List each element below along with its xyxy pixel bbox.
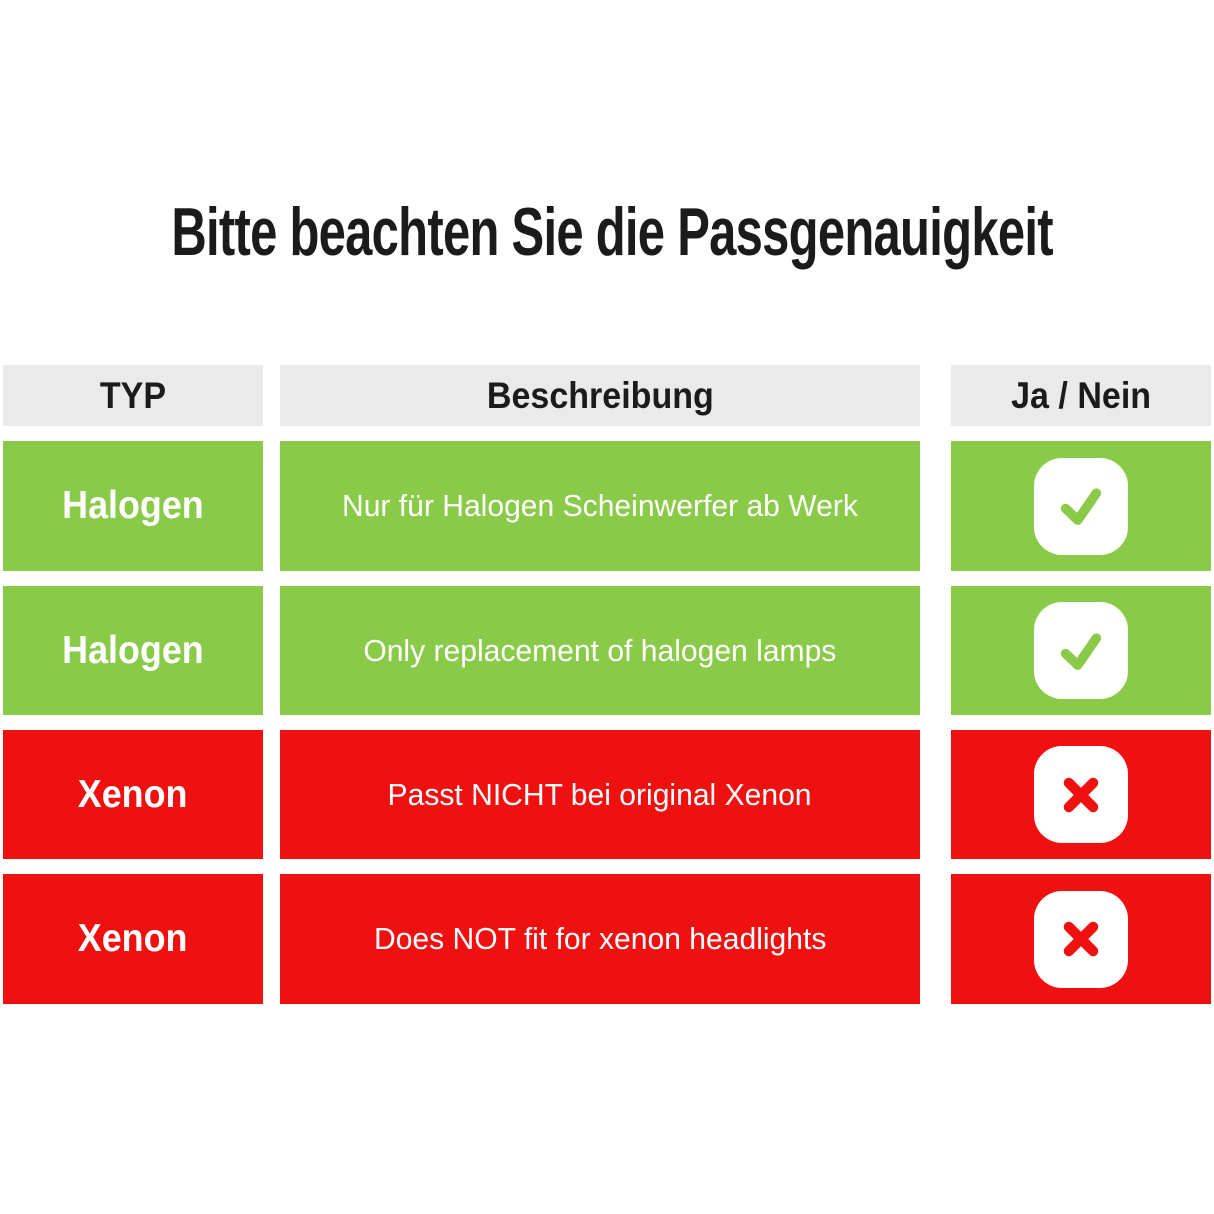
type-label: Xenon [78,772,188,816]
table-row-4-description-cell: Does NOT fit for xenon headlights [280,874,920,1004]
column-header-typ: TYP [3,365,263,426]
table-row-2-type-cell: Halogen [3,586,263,715]
table-row-4-type-cell: Xenon [3,874,263,1004]
table-row-2-status-cell [951,586,1211,715]
page-title-text: Bitte beachten Sie die Passgenauigkeit [171,194,1053,270]
cross-icon [1034,890,1128,988]
table-row-1-type-cell: Halogen [3,441,263,571]
table-row-3-type-cell: Xenon [3,730,263,859]
column-header-ja-nein: Ja / Nein [951,365,1211,426]
description-text: Does NOT fit for xenon headlights [373,921,827,956]
type-label: Halogen [62,628,204,672]
type-label: Xenon [78,917,188,960]
table-row-3-description-cell: Passt NICHT bei original Xenon [280,730,920,859]
description-text: Passt NICHT bei original Xenon [388,776,812,812]
description-text: Only replacement of halogen lamps [363,632,837,668]
column-header-ja-nein-label: Ja / Nein [1010,374,1152,416]
check-icon [1034,602,1128,699]
column-header-beschreibung-label: Beschreibung [486,374,714,416]
table-row-3-status-cell [951,730,1211,859]
table-row-2-description-cell: Only replacement of halogen lamps [280,586,920,715]
check-icon [1034,457,1128,555]
page-title: Bitte beachten Sie die Passgenauigkeit [0,198,1214,266]
compatibility-table: TYP Beschreibung Ja / Nein Halogen Nur f… [3,365,1211,1004]
column-header-typ-label: TYP [99,374,167,416]
table-row-1-status-cell [951,441,1211,571]
table-row-4-status-cell [951,874,1211,1004]
cross-icon [1034,746,1128,843]
type-label: Halogen [62,484,204,527]
table-row-1-description-cell: Nur für Halogen Scheinwerfer ab Werk [280,441,920,571]
description-text: Nur für Halogen Scheinwerfer ab Werk [342,488,858,523]
column-header-beschreibung: Beschreibung [280,365,920,426]
